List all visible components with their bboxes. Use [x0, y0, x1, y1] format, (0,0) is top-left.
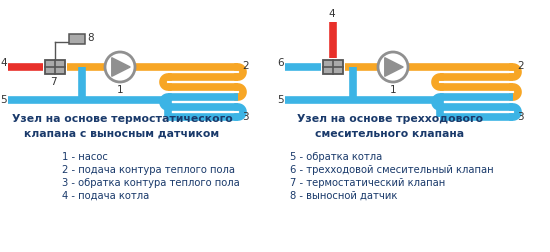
- Text: 4: 4: [1, 58, 7, 68]
- Text: 4 - подача котла: 4 - подача котла: [62, 191, 149, 201]
- Text: 1: 1: [117, 85, 123, 95]
- Text: 7 - термостатический клапан: 7 - термостатический клапан: [290, 178, 446, 188]
- Bar: [323, 60, 343, 74]
- Text: 5 - обратка котла: 5 - обратка котла: [290, 152, 382, 162]
- Text: 6 - трехходовой смесительный клапан: 6 - трехходовой смесительный клапан: [290, 165, 494, 175]
- Text: 1 - насос: 1 - насос: [62, 152, 108, 162]
- Text: 8: 8: [87, 33, 94, 43]
- Text: 3 - обратка контура теплого пола: 3 - обратка контура теплого пола: [62, 178, 240, 188]
- Text: 8 - выносной датчик: 8 - выносной датчик: [290, 191, 397, 201]
- Text: 2 - подача контура теплого пола: 2 - подача контура теплого пола: [62, 165, 235, 175]
- Text: 4: 4: [329, 9, 336, 19]
- Text: 1: 1: [390, 85, 397, 95]
- Text: Узел на основе термостатического
клапана с выносным датчиком: Узел на основе термостатического клапана…: [12, 114, 232, 139]
- Polygon shape: [385, 58, 403, 76]
- Circle shape: [105, 52, 135, 82]
- Circle shape: [378, 52, 408, 82]
- Text: 7: 7: [50, 77, 56, 87]
- Text: 2: 2: [242, 61, 249, 71]
- Bar: [45, 60, 65, 74]
- Text: Узел на основе трехходового
смесительного клапана: Узел на основе трехходового смесительног…: [297, 114, 483, 139]
- Text: 5: 5: [1, 95, 7, 105]
- Text: 2: 2: [517, 61, 524, 71]
- Bar: [69, 34, 85, 44]
- Text: 3: 3: [242, 112, 249, 122]
- Text: 5: 5: [277, 95, 284, 105]
- Text: 3: 3: [517, 112, 524, 122]
- Text: 6: 6: [277, 58, 284, 68]
- Polygon shape: [112, 58, 130, 76]
